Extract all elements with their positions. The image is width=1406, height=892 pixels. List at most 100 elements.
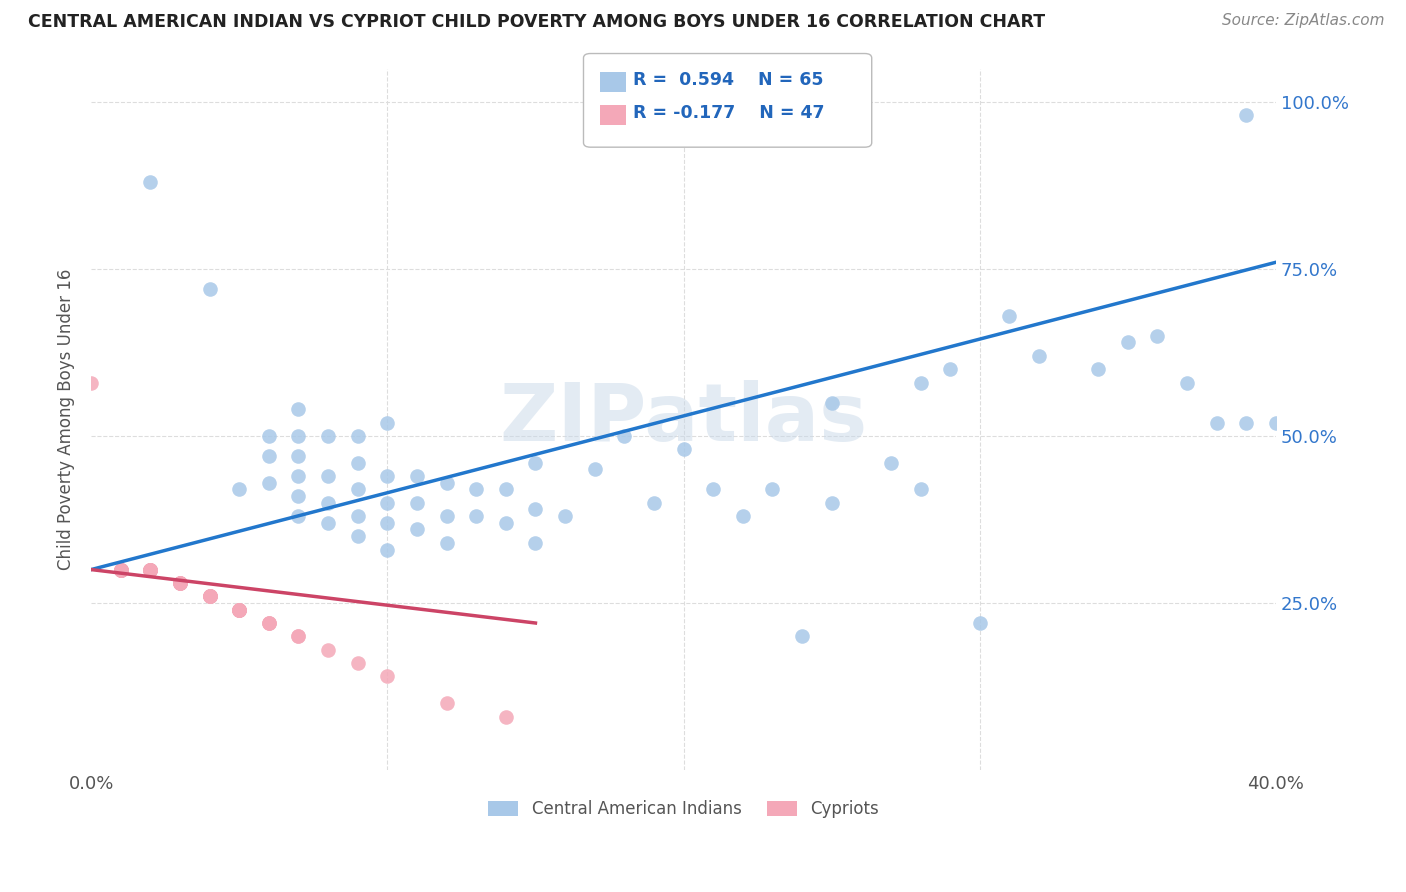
Point [228,602,250,616]
Point [998,309,1021,323]
Point [1205,416,1227,430]
Point [406,523,429,537]
Point [287,429,309,443]
Point [880,456,903,470]
Point [228,602,250,616]
Point [346,456,368,470]
Point [406,496,429,510]
Point [169,576,191,591]
Point [139,563,162,577]
Point [228,483,250,497]
Point [198,589,221,603]
Point [346,656,368,670]
Point [169,576,191,591]
Point [110,563,132,577]
Point [1265,416,1288,430]
Point [169,576,191,591]
Text: Source: ZipAtlas.com: Source: ZipAtlas.com [1222,13,1385,29]
Point [198,589,221,603]
Point [257,615,280,630]
Point [436,696,458,710]
Point [731,509,754,524]
Point [80,376,103,390]
Point [110,563,132,577]
Point [287,629,309,643]
Point [790,629,813,643]
Point [287,509,309,524]
Text: ZIPatlas: ZIPatlas [499,380,868,458]
Point [672,442,695,457]
Point [110,563,132,577]
Point [554,509,576,524]
Point [139,563,162,577]
Point [465,509,488,524]
Point [1116,335,1139,350]
Point [287,489,309,503]
Point [1234,108,1257,122]
Point [702,483,724,497]
Point [436,475,458,490]
Point [436,509,458,524]
Point [761,483,783,497]
Point [198,282,221,296]
Point [1087,362,1109,376]
Point [257,429,280,443]
Text: R =  0.594    N = 65: R = 0.594 N = 65 [633,71,823,89]
Point [377,496,399,510]
Point [287,449,309,463]
Point [377,469,399,483]
Point [346,529,368,543]
Point [377,416,399,430]
Point [1234,416,1257,430]
Point [346,429,368,443]
Point [287,469,309,483]
Point [436,536,458,550]
Text: CENTRAL AMERICAN INDIAN VS CYPRIOT CHILD POVERTY AMONG BOYS UNDER 16 CORRELATION: CENTRAL AMERICAN INDIAN VS CYPRIOT CHILD… [28,13,1045,31]
Point [377,516,399,530]
Point [139,563,162,577]
Point [228,602,250,616]
Point [524,536,547,550]
Point [1028,349,1050,363]
Point [316,469,339,483]
Point [110,563,132,577]
Point [139,563,162,577]
Y-axis label: Child Poverty Among Boys Under 16: Child Poverty Among Boys Under 16 [58,268,75,570]
Point [495,709,517,723]
Point [316,429,339,443]
Point [139,175,162,189]
Point [228,602,250,616]
Point [377,542,399,557]
Point [257,615,280,630]
Point [346,483,368,497]
Point [316,496,339,510]
Point [1146,328,1168,343]
Point [939,362,962,376]
Point [139,563,162,577]
Point [139,563,162,577]
Point [257,475,280,490]
Point [169,576,191,591]
Point [465,483,488,497]
Point [316,516,339,530]
Point [821,496,844,510]
Point [228,602,250,616]
Point [524,456,547,470]
Point [110,563,132,577]
Point [257,615,280,630]
Point [495,483,517,497]
Point [316,642,339,657]
Point [139,563,162,577]
Point [969,615,991,630]
Point [643,496,665,510]
Point [613,429,636,443]
Point [228,602,250,616]
Point [377,669,399,683]
Point [198,589,221,603]
Point [110,563,132,577]
Point [583,462,606,476]
Point [524,502,547,516]
Point [110,563,132,577]
Point [110,563,132,577]
Point [257,449,280,463]
